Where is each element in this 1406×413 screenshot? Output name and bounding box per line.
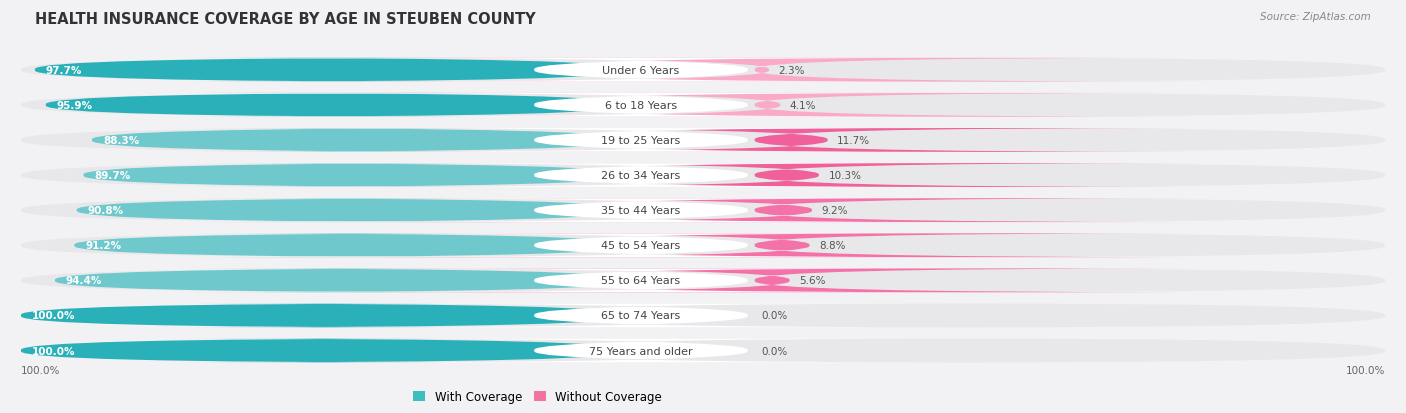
FancyBboxPatch shape — [21, 59, 1385, 83]
FancyBboxPatch shape — [21, 129, 1385, 152]
FancyBboxPatch shape — [21, 339, 627, 363]
Text: 97.7%: 97.7% — [46, 66, 83, 76]
FancyBboxPatch shape — [21, 234, 1385, 258]
FancyBboxPatch shape — [307, 269, 976, 292]
FancyBboxPatch shape — [83, 164, 627, 188]
FancyBboxPatch shape — [21, 199, 1385, 223]
FancyBboxPatch shape — [307, 59, 976, 83]
FancyBboxPatch shape — [77, 199, 627, 223]
Text: 90.8%: 90.8% — [87, 206, 124, 216]
Text: 19 to 25 Years: 19 to 25 Years — [602, 135, 681, 146]
FancyBboxPatch shape — [307, 129, 976, 152]
Text: 95.9%: 95.9% — [56, 101, 93, 111]
FancyBboxPatch shape — [21, 304, 1385, 328]
Text: 9.2%: 9.2% — [821, 206, 848, 216]
Text: 5.6%: 5.6% — [799, 275, 825, 286]
FancyBboxPatch shape — [307, 304, 976, 328]
FancyBboxPatch shape — [35, 59, 627, 83]
FancyBboxPatch shape — [339, 94, 1195, 117]
FancyBboxPatch shape — [387, 129, 1195, 152]
Text: 4.1%: 4.1% — [790, 101, 817, 111]
Text: 75 Years and older: 75 Years and older — [589, 346, 693, 356]
Legend: With Coverage, Without Coverage: With Coverage, Without Coverage — [409, 385, 666, 408]
FancyBboxPatch shape — [307, 234, 976, 258]
Text: 0.0%: 0.0% — [762, 346, 787, 356]
Text: 100.0%: 100.0% — [21, 365, 60, 375]
FancyBboxPatch shape — [21, 339, 1385, 363]
FancyBboxPatch shape — [91, 129, 627, 152]
Text: 26 to 34 Years: 26 to 34 Years — [602, 171, 681, 180]
FancyBboxPatch shape — [378, 164, 1195, 188]
Text: HEALTH INSURANCE COVERAGE BY AGE IN STEUBEN COUNTY: HEALTH INSURANCE COVERAGE BY AGE IN STEU… — [35, 12, 536, 27]
Text: 65 to 74 Years: 65 to 74 Years — [602, 311, 681, 320]
FancyBboxPatch shape — [368, 234, 1195, 258]
FancyBboxPatch shape — [21, 164, 1385, 188]
FancyBboxPatch shape — [21, 94, 1385, 117]
FancyBboxPatch shape — [46, 94, 627, 117]
Text: 100.0%: 100.0% — [32, 311, 76, 320]
Text: 100.0%: 100.0% — [1346, 365, 1385, 375]
FancyBboxPatch shape — [349, 269, 1195, 292]
Text: 89.7%: 89.7% — [94, 171, 131, 180]
FancyBboxPatch shape — [55, 269, 627, 292]
Text: 11.7%: 11.7% — [837, 135, 870, 146]
Text: 0.0%: 0.0% — [762, 311, 787, 320]
FancyBboxPatch shape — [21, 304, 627, 328]
FancyBboxPatch shape — [307, 339, 976, 363]
Text: 6 to 18 Years: 6 to 18 Years — [605, 101, 678, 111]
Text: 35 to 44 Years: 35 to 44 Years — [602, 206, 681, 216]
Text: 91.2%: 91.2% — [86, 241, 121, 251]
Text: 2.3%: 2.3% — [779, 66, 806, 76]
FancyBboxPatch shape — [307, 199, 976, 223]
FancyBboxPatch shape — [371, 199, 1195, 223]
Text: 88.3%: 88.3% — [103, 135, 139, 146]
FancyBboxPatch shape — [75, 234, 627, 258]
Text: 10.3%: 10.3% — [828, 171, 862, 180]
FancyBboxPatch shape — [21, 269, 1385, 292]
Text: 8.8%: 8.8% — [820, 241, 845, 251]
FancyBboxPatch shape — [307, 164, 976, 188]
FancyBboxPatch shape — [328, 59, 1195, 83]
Text: 55 to 64 Years: 55 to 64 Years — [602, 275, 681, 286]
Text: Source: ZipAtlas.com: Source: ZipAtlas.com — [1260, 12, 1371, 22]
FancyBboxPatch shape — [307, 94, 976, 117]
Text: 94.4%: 94.4% — [66, 275, 103, 286]
Text: 100.0%: 100.0% — [32, 346, 76, 356]
Text: 45 to 54 Years: 45 to 54 Years — [602, 241, 681, 251]
Text: Under 6 Years: Under 6 Years — [602, 66, 679, 76]
